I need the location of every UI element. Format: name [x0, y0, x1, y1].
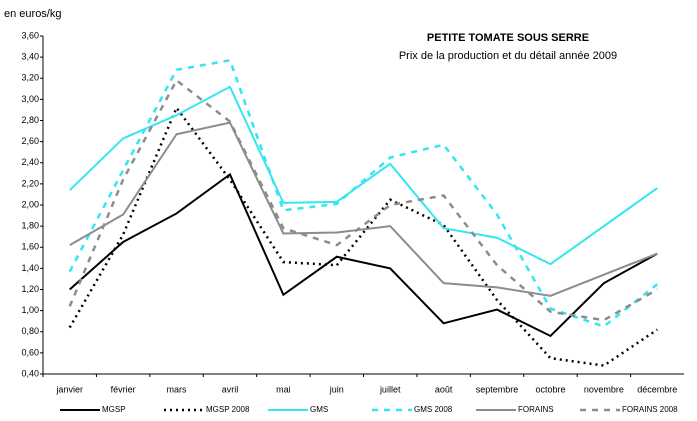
legend-label: GMS: [310, 405, 328, 414]
y-tick-label: 1,60: [21, 242, 39, 252]
y-tick-label: 3,00: [21, 94, 39, 104]
x-tick-label: avril: [222, 384, 239, 394]
series-line: [68, 105, 658, 367]
series-line: [69, 172, 658, 338]
y-axis-label: en euros/kg: [4, 8, 61, 20]
series-line: [68, 78, 658, 322]
x-tick-label: janvier: [55, 384, 83, 394]
y-tick-label: 2,60: [21, 136, 39, 146]
x-tick-label: août: [435, 384, 453, 394]
y-tick-label: 2,80: [21, 115, 39, 125]
chart-title: PETITE TOMATE SOUS SERRE: [427, 32, 589, 44]
y-tick-label: 2,00: [21, 199, 39, 209]
chart-subtitle: Prix de la production et du détail année…: [399, 50, 617, 62]
y-tick-label: 0,80: [21, 326, 39, 336]
y-tick-label: 3,60: [21, 30, 39, 40]
legend-label: MGSP: [102, 405, 126, 414]
y-tick-label: 3,40: [21, 52, 39, 62]
y-tick-label: 0,60: [21, 347, 39, 357]
x-tick-label: mars: [167, 384, 187, 394]
y-tick-label: 2,40: [21, 157, 39, 167]
x-tick-label: mai: [276, 384, 291, 394]
y-tick-label: 0,40: [21, 368, 39, 378]
series-line: [68, 58, 659, 328]
x-tick-label: octobre: [535, 384, 565, 394]
legend-label: GMS 2008: [414, 405, 453, 414]
series-line: [69, 85, 658, 266]
y-tick-label: 2,20: [21, 178, 39, 188]
y-tick-label: 1,40: [21, 263, 39, 273]
x-tick-label: décembre: [637, 384, 677, 394]
y-tick-label: 1,20: [21, 284, 39, 294]
x-tick-label: novembre: [584, 384, 624, 394]
x-tick-label: février: [111, 384, 136, 394]
y-tick-label: 1,80: [21, 221, 39, 231]
x-tick-label: septembre: [476, 384, 519, 394]
legend-label: MGSP 2008: [206, 405, 250, 414]
x-tick-label: juillet: [379, 384, 401, 394]
x-tick-label: juin: [329, 384, 344, 394]
y-tick-label: 1,00: [21, 305, 39, 315]
legend-label: FORAINS: [518, 405, 554, 414]
y-tick-label: 3,20: [21, 73, 39, 83]
legend-label: FORAINS 2008: [622, 405, 678, 414]
series-line: [69, 121, 658, 297]
